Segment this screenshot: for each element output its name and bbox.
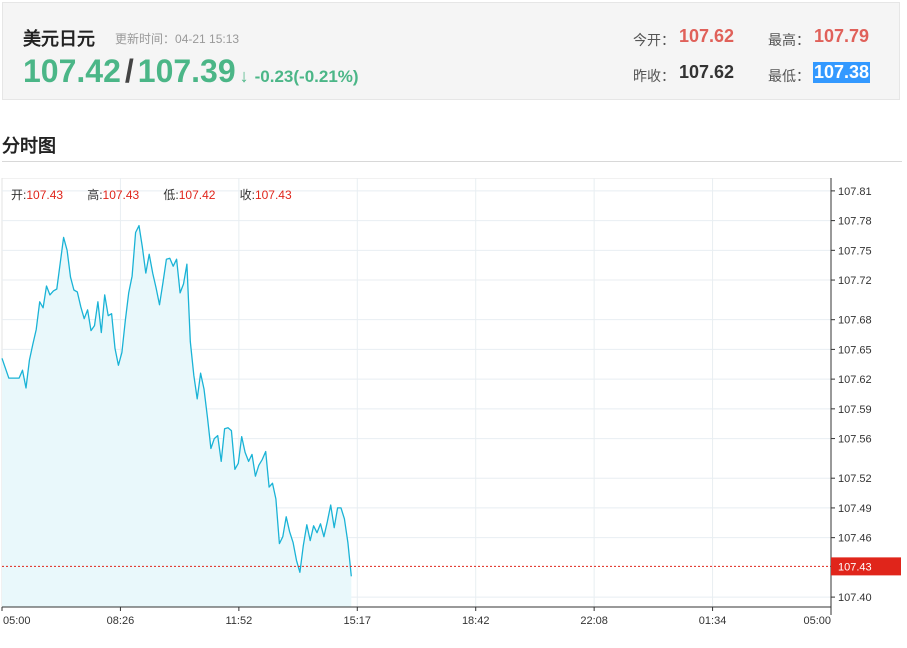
y-tick-label: 107.40 bbox=[838, 592, 872, 604]
high-value: 107.79 bbox=[814, 26, 870, 46]
ask-price: 107.39 bbox=[137, 53, 236, 89]
ohlc-label: 开: bbox=[11, 188, 26, 202]
intraday-chart[interactable]: 107.81 107.78 107.75 107.72 107.68 107.65 107.… bbox=[0, 177, 907, 643]
price-change: -0.23(-0.21%) bbox=[254, 67, 359, 86]
quote-header: 美元日元 更新时间：04-21 15:13 107.42/107.39 ↓ -0.2… bbox=[2, 2, 900, 100]
y-tick-label: 107.78 bbox=[838, 216, 872, 228]
high-label: 最高： bbox=[768, 32, 810, 48]
page-title: 美元日元 bbox=[23, 29, 95, 49]
ohlc-value: 107.43 bbox=[26, 188, 63, 202]
ohlc-label: 高: bbox=[87, 187, 102, 202]
y-tick-label: 107.75 bbox=[838, 245, 872, 257]
x-tick-label: 15:17 bbox=[344, 615, 372, 627]
price-separator: / bbox=[124, 53, 134, 89]
prev-close-label: 昨收： bbox=[633, 68, 675, 84]
ohlc-item: 高:107.43 bbox=[87, 187, 139, 202]
low-value: 107.38 bbox=[813, 62, 871, 83]
y-tick-label: 107.65 bbox=[838, 344, 872, 356]
open-label: 今开： bbox=[633, 32, 675, 48]
y-tick-label: 107.46 bbox=[838, 533, 872, 545]
x-tick-label: 11:52 bbox=[225, 615, 252, 627]
y-tick-label: 107.72 bbox=[838, 275, 872, 287]
current-price-tag: 107.43 bbox=[831, 557, 901, 576]
ohlc-item: 开:107.43 bbox=[11, 188, 63, 202]
down-arrow-icon: ↓ bbox=[239, 66, 249, 86]
y-tick-labels: 107.81 107.78 107.75 107.72 107.68 107.65 107.… bbox=[831, 186, 872, 604]
current-price-label: 107.43 bbox=[838, 561, 872, 573]
ohlc-value: 107.43 bbox=[103, 188, 140, 202]
x-tick-label: 01:34 bbox=[699, 615, 727, 627]
update-label: 更新时间： bbox=[115, 32, 176, 46]
x-tick-label: 18:42 bbox=[462, 615, 490, 627]
x-tick-label: 22:08 bbox=[580, 615, 608, 627]
y-tick-label: 107.62 bbox=[838, 374, 872, 386]
y-tick-label: 107.52 bbox=[838, 473, 872, 485]
intraday-chart-svg: 107.81 107.78 107.75 107.72 107.68 107.65 107.… bbox=[1, 177, 901, 627]
current-price-tag-bg bbox=[831, 557, 901, 576]
section-divider bbox=[2, 161, 902, 162]
ohlc-label: 低: bbox=[163, 188, 178, 202]
bid-price: 107.42 bbox=[23, 53, 121, 89]
x-tick-labels: 05:00 08:26 11:52 15:17 18:42 22:08 01:34 05:00 bbox=[1, 607, 832, 627]
ohlc-value: 107.42 bbox=[179, 188, 216, 202]
x-tick-label: 05:00 bbox=[3, 615, 31, 627]
y-tick-label: 107.49 bbox=[838, 503, 872, 515]
ohlc-info: 开:107.43 高:107.43 低:107.42 收:107.43 bbox=[11, 187, 292, 202]
y-tick-label: 107.56 bbox=[838, 434, 872, 446]
update-time: 更新时间：04-21 15:13 bbox=[115, 30, 239, 47]
y-tick-label: 107.59 bbox=[838, 404, 872, 416]
ohlc-item: 收:107.43 bbox=[240, 188, 292, 202]
price-row: 107.42/107.39 ↓ -0.23(-0.21%) bbox=[23, 53, 359, 90]
y-tick-label: 107.68 bbox=[838, 315, 872, 327]
low-label: 最低： bbox=[768, 68, 810, 84]
y-tick-label: 107.81 bbox=[838, 186, 872, 198]
x-tick-label: 08:26 bbox=[107, 615, 135, 627]
ohlc-value: 107.43 bbox=[255, 188, 292, 202]
x-tick-label: 05:00 bbox=[803, 615, 831, 627]
open-value: 107.62 bbox=[679, 26, 735, 46]
section-title: 分时图 bbox=[2, 136, 56, 156]
ohlc-item: 低:107.42 bbox=[163, 188, 215, 202]
price-area-fill bbox=[2, 225, 352, 607]
price-line bbox=[1, 224, 352, 577]
ohlc-label: 收: bbox=[240, 188, 255, 202]
update-time-value: 04-21 15:13 bbox=[175, 32, 240, 46]
prev-close-value: 107.62 bbox=[679, 62, 735, 82]
